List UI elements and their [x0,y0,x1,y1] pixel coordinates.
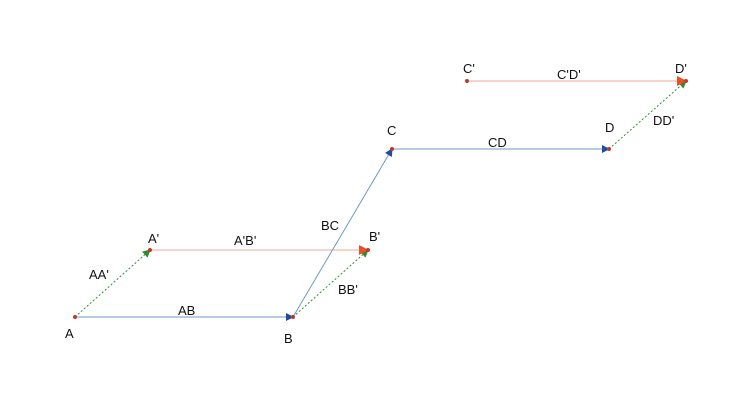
point-label: A' [148,231,159,246]
segment-label: BC [321,218,339,233]
segment-label: AB [178,303,195,318]
point [684,79,688,83]
point [465,79,469,83]
point [366,248,370,252]
point-label: C [387,123,396,138]
point-label: B' [369,229,380,244]
point [291,315,295,319]
vector [292,148,393,318]
segment-label: DD' [653,113,674,128]
points [73,79,688,319]
point-label: D [605,120,614,135]
point [148,248,152,252]
point-label: A [65,326,74,341]
segment-label: CD [488,135,507,150]
segment-label: A'B' [234,233,256,248]
translation-line [292,249,369,318]
point [607,147,611,151]
point-label: B [284,331,293,346]
point-label: C' [463,61,475,76]
segment-label: C'D' [557,67,581,82]
translation-line [608,80,687,150]
translation-line [74,249,151,318]
point [390,147,394,151]
point-label: D' [675,61,687,76]
segment-label: AA' [89,267,109,282]
segment-label: BB' [338,282,358,297]
point [73,315,77,319]
